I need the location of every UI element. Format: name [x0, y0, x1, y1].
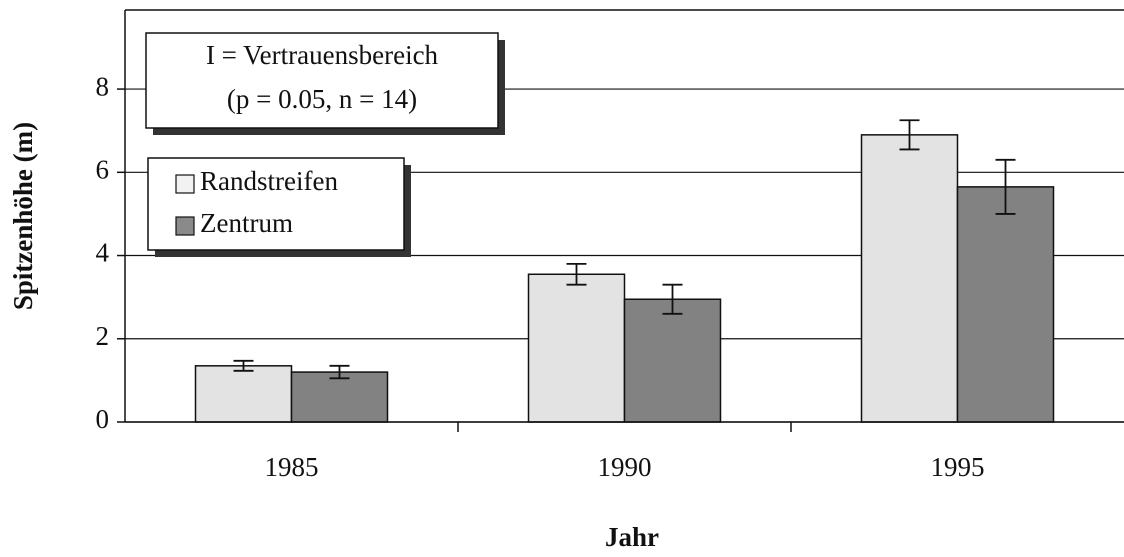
legend-swatch — [175, 174, 195, 194]
legend-label: Zentrum — [200, 208, 293, 238]
annotation: I = Vertrauensbereich — [206, 40, 439, 70]
bar-texture — [195, 365, 292, 422]
error-bar — [995, 158, 1016, 215]
bar-texture — [624, 299, 721, 422]
y-tick-label: 0 — [96, 404, 110, 434]
y-tick-label: 8 — [96, 71, 110, 101]
x-axis-label: Jahr — [605, 522, 659, 552]
error-bar — [329, 364, 350, 380]
y-tick-label: 2 — [96, 321, 110, 351]
legend-swatch — [175, 216, 195, 236]
y-tick-label: 6 — [96, 155, 110, 185]
legend-label: Randstreifen — [200, 166, 338, 196]
x-tick-label: 1995 — [931, 452, 985, 482]
bar-texture — [291, 372, 388, 422]
error-bar — [566, 262, 587, 286]
error-bar — [899, 119, 920, 151]
x-tick-label: 1990 — [598, 452, 652, 482]
bar-texture — [957, 186, 1054, 422]
y-tick-label: 4 — [96, 238, 110, 268]
bar-texture — [528, 274, 625, 422]
error-bar — [233, 359, 254, 372]
y-axis-label: Spitzenhöhe (m) — [8, 122, 38, 310]
annotation: (p = 0.05, n = 14) — [227, 84, 417, 114]
bar-texture — [861, 134, 958, 422]
annotation-box — [145, 32, 499, 129]
error-bar — [662, 283, 683, 315]
x-tick-label: 1985 — [265, 452, 319, 482]
